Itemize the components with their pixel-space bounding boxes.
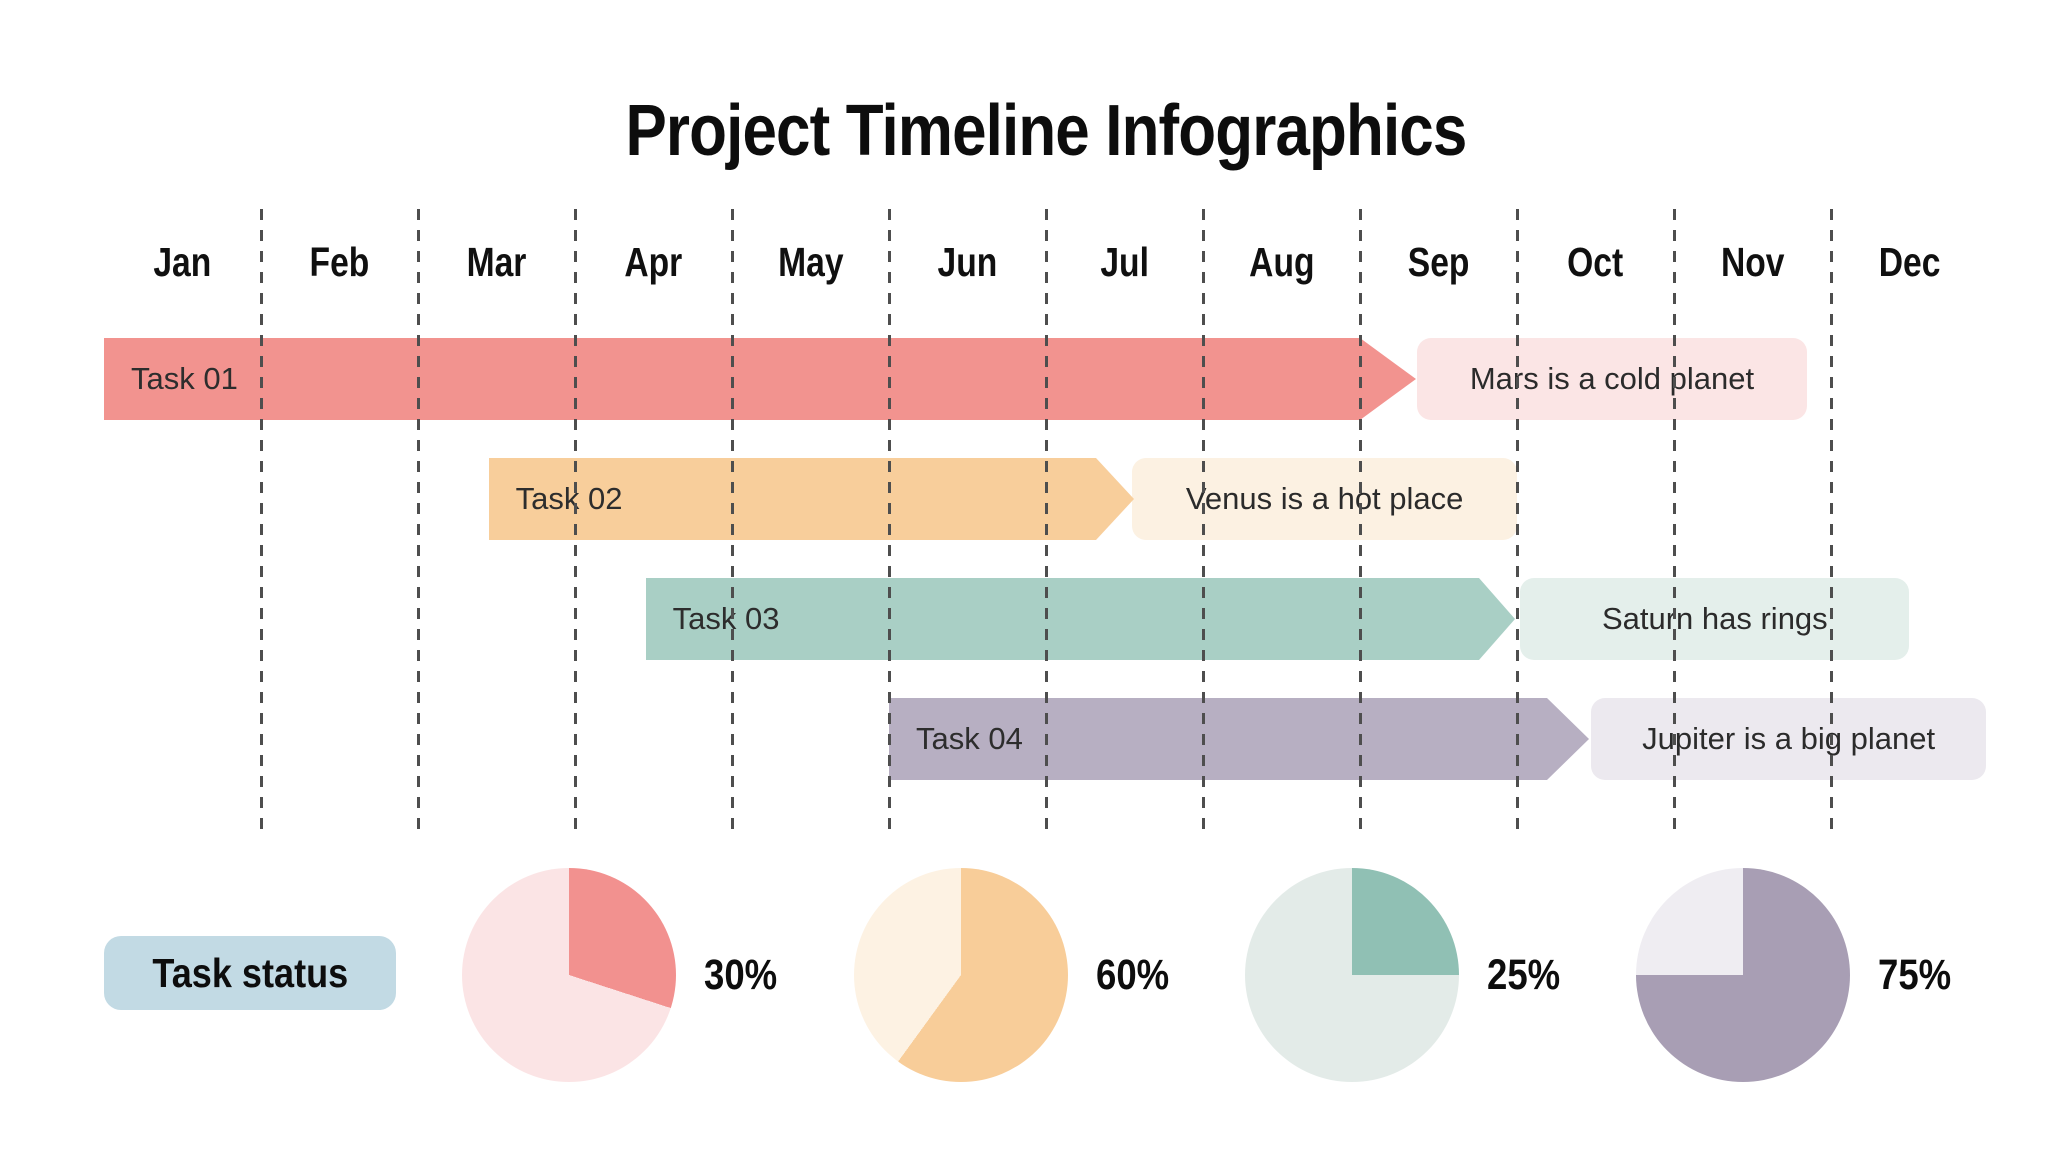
month-label-text: Apr xyxy=(624,238,683,285)
month-label-text: Dec xyxy=(1878,238,1941,285)
month-label-may: May xyxy=(732,232,889,292)
month-label-text: Jul xyxy=(1100,238,1149,285)
month-label-oct: Oct xyxy=(1517,232,1674,292)
task-bar-label: Task 04 xyxy=(916,721,1023,756)
month-gridline xyxy=(1830,209,1833,833)
month-label-mar: Mar xyxy=(418,232,575,292)
pie-percentage: 30% xyxy=(704,945,834,1005)
month-label-apr: Apr xyxy=(575,232,732,292)
task-annotation: Mars is a cold planet xyxy=(1416,338,1808,420)
month-gridline xyxy=(1202,209,1205,833)
pie-percentage: 60% xyxy=(1096,945,1226,1005)
month-label-aug: Aug xyxy=(1203,232,1360,292)
task-status-label: Task status xyxy=(152,949,348,996)
pie-chart xyxy=(854,868,1068,1082)
month-gridline xyxy=(417,209,420,833)
task-bar-arrow xyxy=(1096,458,1135,540)
page-title: Project Timeline Infographics xyxy=(625,91,1467,171)
pie-percentage-text: 30% xyxy=(704,950,778,999)
pie-percentage-text: 25% xyxy=(1487,950,1561,999)
month-gridline xyxy=(574,209,577,833)
pie-percentage: 25% xyxy=(1487,945,1617,1005)
task-annotation: Venus is a hot place xyxy=(1132,458,1517,540)
month-label-text: Jun xyxy=(937,238,998,285)
month-label-text: Sep xyxy=(1407,238,1470,285)
month-label-text: Mar xyxy=(466,238,527,285)
month-label-text: Oct xyxy=(1567,238,1624,285)
pie-percentage-text: 75% xyxy=(1878,950,1952,999)
month-label-text: Jan xyxy=(153,238,212,285)
month-gridline xyxy=(1045,209,1048,833)
month-label-text: Nov xyxy=(1720,238,1785,285)
pie-chart xyxy=(1245,868,1459,1082)
task-bar-arrow xyxy=(1360,338,1416,420)
title-row: Project Timeline Infographics xyxy=(104,86,1988,176)
month-gridline xyxy=(1673,209,1676,833)
month-label-text: Aug xyxy=(1248,238,1315,285)
month-label-sep: Sep xyxy=(1360,232,1517,292)
month-label-feb: Feb xyxy=(261,232,418,292)
task-status-badge: Task status xyxy=(104,936,396,1010)
month-gridline xyxy=(888,209,891,833)
pie-percentage: 75% xyxy=(1878,945,2008,1005)
task-bar: Task 03 xyxy=(645,578,1480,660)
month-axis: Jan Feb Mar Apr May Jun Jul Aug Sep Oct Nov Dec xyxy=(104,232,1988,292)
task-bar: Task 04 xyxy=(889,698,1547,780)
month-label-nov: Nov xyxy=(1674,232,1831,292)
pie-percentage-text: 60% xyxy=(1096,950,1170,999)
month-label-text: Feb xyxy=(309,238,370,285)
task-bar-label: Task 02 xyxy=(515,481,623,516)
pie-chart xyxy=(462,868,676,1082)
month-label-jan: Jan xyxy=(104,232,261,292)
pie-chart xyxy=(1636,868,1850,1082)
month-label-jul: Jul xyxy=(1046,232,1203,292)
task-annotation: Jupiter is a big planet xyxy=(1590,698,1987,780)
task-bar-arrow xyxy=(1546,698,1589,780)
task-bar-label: Task 03 xyxy=(672,601,780,636)
month-label-jun: Jun xyxy=(889,232,1046,292)
task-bar-arrow xyxy=(1479,578,1516,660)
month-gridline xyxy=(1359,209,1362,833)
task-bar-label: Task 01 xyxy=(131,361,238,396)
month-label-dec: Dec xyxy=(1831,232,1988,292)
month-label-text: May xyxy=(777,238,844,285)
month-gridline xyxy=(260,209,263,833)
month-gridline xyxy=(1516,209,1519,833)
task-bar: Task 02 xyxy=(488,458,1097,540)
month-gridline xyxy=(731,209,734,833)
task-annotation: Saturn has rings xyxy=(1520,578,1910,660)
